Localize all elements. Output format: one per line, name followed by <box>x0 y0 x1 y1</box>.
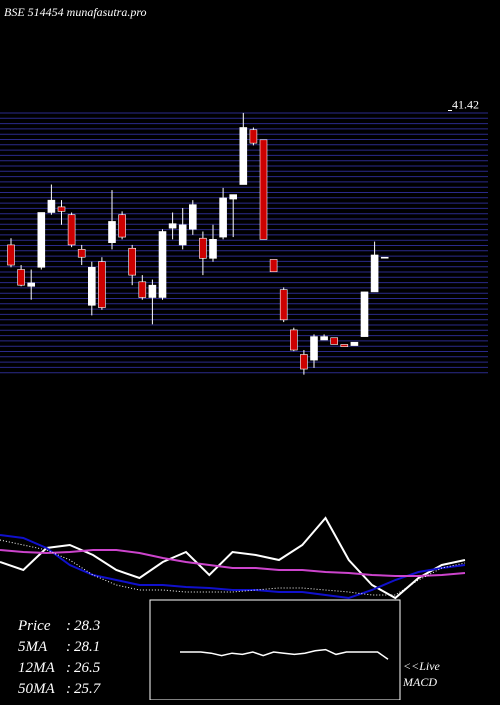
candle-body <box>330 337 339 345</box>
candle-body <box>128 247 136 276</box>
candle-body <box>57 206 66 212</box>
candle-body <box>320 336 328 341</box>
candle-body <box>209 239 217 259</box>
candle-body <box>77 249 86 258</box>
candle-body <box>108 221 116 243</box>
candle-body <box>27 282 36 287</box>
stat-label: Price <box>17 618 51 634</box>
candle-body <box>340 344 349 347</box>
candle-body <box>189 204 197 230</box>
candle-body <box>168 223 177 229</box>
candle-body <box>47 199 56 213</box>
candle-body <box>229 194 237 200</box>
candle-body <box>300 354 308 370</box>
macd-label: <<Live <box>403 659 441 673</box>
stat-sep: : <box>66 681 71 697</box>
candle-body <box>88 266 96 306</box>
stat-sep: : <box>66 618 71 634</box>
stat-value: 25.7 <box>74 681 102 697</box>
stat-value: 28.1 <box>74 639 100 655</box>
candle-body <box>148 284 157 298</box>
stat-value: 28.3 <box>74 618 100 634</box>
candle-body <box>118 214 126 238</box>
candle-body <box>279 289 288 321</box>
candle-body <box>259 139 268 240</box>
stat-sep: : <box>66 639 71 655</box>
candle-body <box>289 329 298 351</box>
stat-label: 50MA <box>18 681 55 697</box>
stat-sep: : <box>66 660 71 676</box>
macd-line <box>180 648 389 660</box>
candle-body <box>219 197 227 238</box>
candle-body <box>98 261 106 308</box>
y-tick-label: 41.42 <box>452 97 479 111</box>
candle-body <box>37 212 46 268</box>
candle-body <box>380 256 389 259</box>
stat-label: 5MA <box>18 639 48 655</box>
stat-label: 12MA <box>18 660 55 676</box>
candle-body <box>158 231 167 298</box>
candle-body <box>239 127 248 185</box>
ma-line <box>0 516 466 600</box>
candle-body <box>370 254 379 293</box>
candle-body <box>310 336 318 361</box>
candle-body <box>360 291 369 337</box>
candle-body <box>138 281 147 298</box>
candle-body <box>199 237 207 259</box>
ma-line <box>0 549 466 577</box>
candle-body <box>269 259 278 273</box>
candle-body <box>67 214 76 246</box>
candle-body <box>350 341 359 346</box>
candle-body <box>249 129 258 144</box>
candle-body <box>178 224 187 246</box>
macd-label: MACD <box>402 675 437 689</box>
ma-line <box>0 534 466 600</box>
chart-title: BSE 514454 munafasutra.pro <box>4 5 147 19</box>
candle-body <box>17 269 25 286</box>
stat-value: 26.5 <box>74 660 101 676</box>
candle-body <box>7 244 15 266</box>
